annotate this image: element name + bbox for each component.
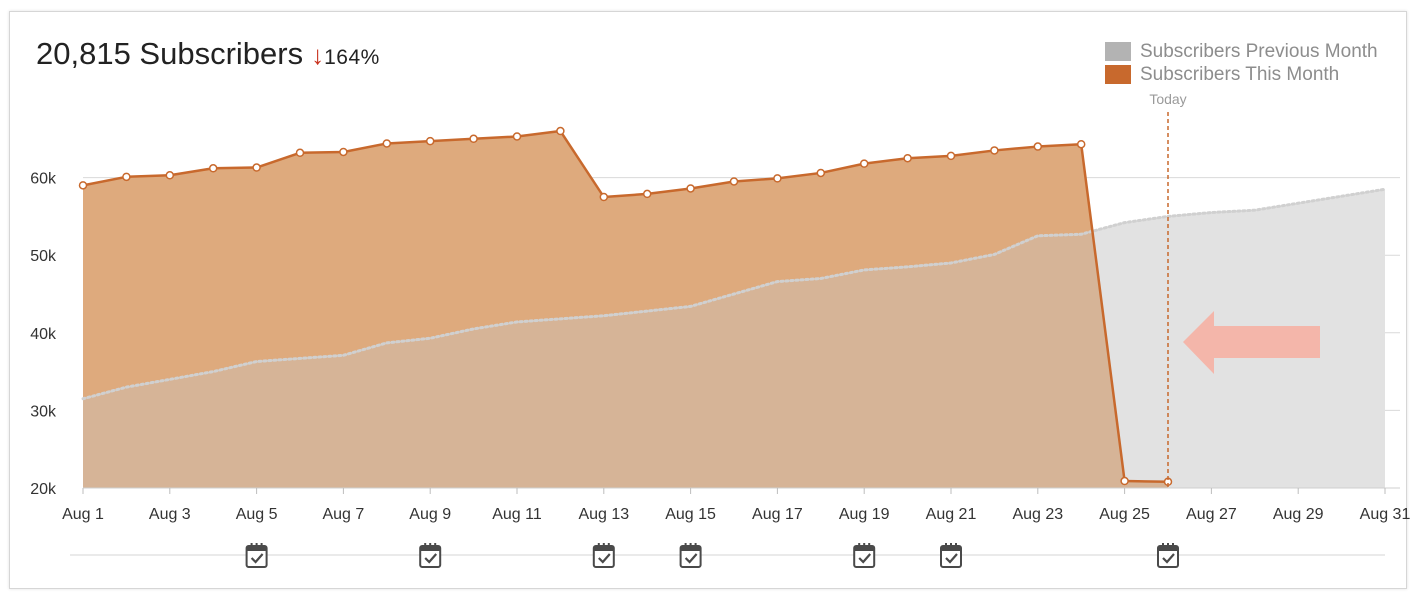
y-tick-label: 60k bbox=[30, 171, 57, 188]
data-point[interactable] bbox=[903, 153, 912, 163]
calendar-check-icon[interactable] bbox=[940, 543, 962, 568]
y-tick-label: 20k bbox=[30, 481, 57, 498]
data-point[interactable] bbox=[252, 163, 261, 172]
x-tick-label: Aug 7 bbox=[322, 506, 364, 523]
x-tick-label: Aug 3 bbox=[149, 506, 191, 523]
calendar-check-icon[interactable] bbox=[245, 543, 268, 568]
today-marker: Today bbox=[1149, 91, 1187, 488]
check-mark bbox=[1162, 553, 1175, 564]
x-tick-label: Aug 25 bbox=[1099, 506, 1150, 523]
calendar-check-icon[interactable] bbox=[679, 543, 702, 568]
subscriber-count: 20,815 Subscribers bbox=[36, 36, 304, 71]
today-label: Today bbox=[1149, 91, 1186, 107]
legend-item-previous-month[interactable]: Subscribers Previous Month bbox=[1105, 40, 1378, 63]
x-tick-label: Aug 9 bbox=[409, 506, 451, 523]
calendar-check-icon[interactable] bbox=[592, 543, 615, 568]
calendar-check-icon[interactable] bbox=[419, 543, 442, 568]
annotation-arrow bbox=[1183, 311, 1320, 374]
legend-swatch-previous bbox=[1105, 42, 1131, 61]
calendar-check-icon[interactable] bbox=[1157, 543, 1179, 568]
data-point[interactable] bbox=[1076, 139, 1086, 149]
data-point[interactable] bbox=[642, 189, 652, 199]
chart-legend: Subscribers Previous Month Subscribers T… bbox=[1105, 40, 1378, 86]
check-mark bbox=[598, 553, 611, 564]
legend-label-previous: Subscribers Previous Month bbox=[1140, 40, 1378, 62]
data-point[interactable] bbox=[1033, 142, 1043, 151]
data-point[interactable] bbox=[512, 132, 522, 141]
data-point[interactable] bbox=[773, 174, 782, 183]
calendar-check-icon[interactable] bbox=[853, 543, 876, 568]
y-tick-label: 30k bbox=[30, 403, 57, 420]
series-areas bbox=[83, 131, 1385, 489]
data-point[interactable] bbox=[165, 171, 175, 180]
data-point[interactable] bbox=[816, 168, 826, 178]
data-point[interactable] bbox=[339, 147, 348, 157]
series-points bbox=[78, 126, 1173, 487]
subscriber-summary: 20,815 Subscribers ↓164% bbox=[36, 36, 380, 72]
x-tick-label: Aug 15 bbox=[665, 506, 716, 523]
left-arrow-icon bbox=[1183, 311, 1320, 374]
change-percent: 164% bbox=[324, 46, 380, 69]
x-tick-label: Aug 19 bbox=[839, 506, 890, 523]
data-point[interactable] bbox=[859, 159, 869, 168]
data-point[interactable] bbox=[469, 134, 478, 144]
check-mark bbox=[250, 553, 264, 564]
data-point[interactable] bbox=[729, 177, 739, 186]
this-month-area bbox=[83, 131, 1168, 489]
data-point[interactable] bbox=[295, 148, 305, 158]
data-point[interactable] bbox=[990, 146, 999, 155]
previous-month-overlay bbox=[83, 189, 1385, 489]
x-tick-label: Aug 5 bbox=[236, 506, 278, 523]
check-mark bbox=[945, 553, 958, 564]
x-tick-label: Aug 27 bbox=[1186, 506, 1237, 523]
data-point[interactable] bbox=[1120, 476, 1129, 486]
x-tick-label: Aug 31 bbox=[1360, 506, 1411, 523]
change-down-arrow-icon: ↓ bbox=[311, 40, 325, 70]
data-point[interactable] bbox=[686, 184, 695, 193]
x-tick-label: Aug 21 bbox=[926, 506, 977, 523]
y-tick-label: 50k bbox=[30, 248, 57, 265]
legend-swatch-this-month bbox=[1105, 65, 1131, 84]
data-point[interactable] bbox=[382, 139, 392, 148]
legend-label-this-month: Subscribers This Month bbox=[1140, 63, 1340, 85]
x-tick-label: Aug 11 bbox=[492, 506, 542, 523]
data-point[interactable] bbox=[208, 164, 218, 173]
x-tick-label: Aug 23 bbox=[1012, 506, 1063, 523]
chart-axes: 20k 30k 40k 50k 60k Aug 1 Aug 3 Aug 5 Aug 7 Aug 9… bbox=[30, 171, 1410, 523]
x-tick-label: Aug 17 bbox=[752, 506, 803, 523]
x-tick-label: Aug 29 bbox=[1273, 506, 1324, 523]
data-point[interactable] bbox=[599, 192, 609, 202]
data-point[interactable] bbox=[78, 181, 88, 190]
x-tick-label: Aug 1 bbox=[62, 506, 104, 523]
data-point[interactable] bbox=[946, 151, 956, 161]
check-mark bbox=[684, 553, 698, 564]
x-tick-label: Aug 13 bbox=[578, 506, 629, 523]
data-point[interactable] bbox=[425, 136, 435, 146]
event-markers bbox=[70, 543, 1385, 568]
this-month-line bbox=[82, 129, 1169, 484]
legend-item-this-month[interactable]: Subscribers This Month bbox=[1105, 63, 1378, 86]
data-point[interactable] bbox=[556, 126, 565, 136]
y-tick-label: 40k bbox=[30, 326, 57, 343]
check-mark bbox=[858, 553, 872, 564]
series-lines bbox=[81, 129, 1387, 484]
check-mark bbox=[424, 553, 438, 564]
data-point[interactable] bbox=[122, 172, 131, 182]
previous-month-line bbox=[81, 187, 1387, 401]
